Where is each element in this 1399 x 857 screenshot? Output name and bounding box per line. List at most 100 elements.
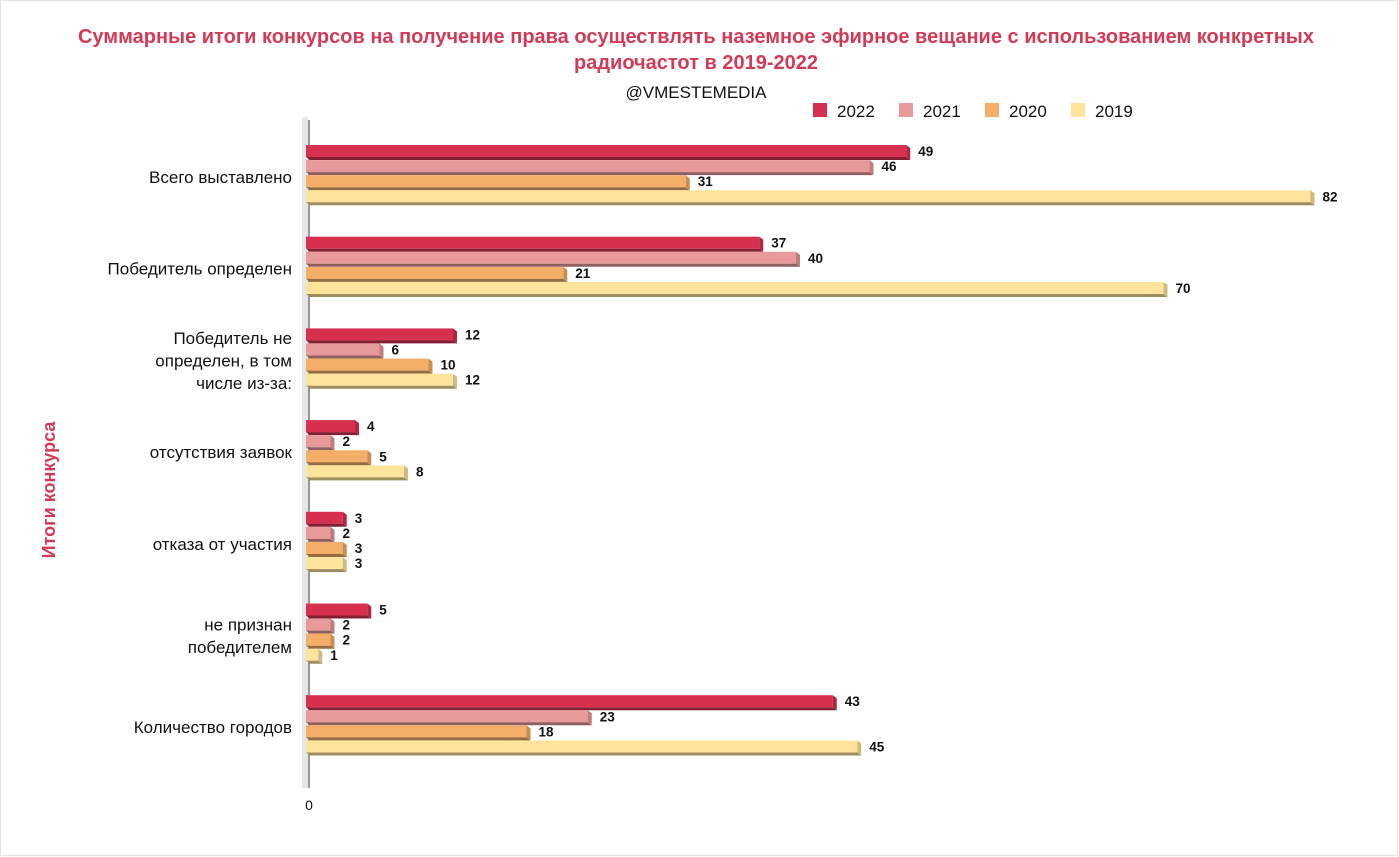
bar-2021-6 [306,710,592,726]
bar-face [306,160,870,173]
bar-face [306,282,1164,294]
legend: 2022 2021 2020 2019 [813,102,1133,121]
value-label: 10 [441,358,456,373]
bar-side [869,160,874,176]
legend-label: 2022 [837,102,875,121]
value-label: 40 [808,251,823,266]
value-label: 3 [355,511,363,526]
legend-item-2021: 2021 [899,102,961,121]
bar-bottom [306,569,347,573]
value-label: 2 [343,434,351,449]
bars: 4946318237402170126101242583233522143231… [306,144,1338,756]
legend-swatch [985,103,999,117]
chart-subtitle: @VMESTEMEDIA [625,83,767,102]
legend-label: 2019 [1095,102,1133,121]
bar-side [857,740,862,756]
value-label: 12 [465,373,480,388]
bar-face [306,420,355,433]
value-label: 46 [882,159,898,174]
bar-side [453,373,457,389]
chart-title: Суммарные итоги конкурсов на получение п… [77,26,1315,74]
value-label: 5 [379,449,387,464]
value-label: 5 [379,603,387,618]
bar-side [367,603,372,619]
bar-2022-1 [306,236,764,252]
bar-side [318,648,323,664]
value-label: 12 [465,327,480,342]
bar-bottom [306,202,1315,206]
category-label: отсутствия заявок [150,443,293,462]
bar-2020-1 [306,266,568,282]
bar-bottom [306,538,335,542]
value-label: 82 [1323,189,1338,204]
bar-side [563,266,568,282]
value-label: 2 [343,633,351,648]
value-label: 31 [698,174,714,189]
bar-2022-0 [306,145,911,160]
bar-bottom [306,660,323,664]
bar-face [306,251,796,264]
bar-face [306,725,527,738]
bar-face [306,190,1311,203]
value-label: 37 [771,236,786,251]
category-label: Победитель не [173,329,292,348]
value-label: 43 [845,694,861,709]
value-label: 1 [330,648,338,663]
bar-face [306,511,343,524]
bar-bottom [306,172,874,176]
category-label: отказа от участия [153,535,292,554]
category-label: Количество городов [134,718,292,737]
bar-face [306,542,343,554]
bar-2021-3 [306,435,335,451]
bar-bottom [306,722,592,726]
bar-2019-2 [306,373,457,389]
bar-face [306,465,404,478]
bar-bottom [306,447,335,451]
bar-face [306,740,858,753]
bar-face [306,526,331,539]
bar-side [587,710,592,726]
bar-face [306,633,331,646]
bar-side [526,725,531,741]
bar-2019-5 [306,648,323,664]
bar-bottom [306,294,1168,297]
bar-side [1310,190,1315,206]
bar-2021-2 [306,343,384,359]
bar-bottom [306,278,568,282]
value-label: 4 [367,419,375,434]
value-label: 8 [416,464,424,479]
bar-bottom [306,340,457,344]
bar-side [367,450,372,466]
category-label: Всего выставлено [149,168,292,187]
plot-background [302,117,308,788]
bar-face [306,266,564,279]
bar-side [906,145,911,160]
value-label: 21 [575,266,591,281]
bar-side [342,542,347,557]
bar-2019-1 [306,282,1168,297]
category-label: победителем [188,638,292,657]
bar-2019-3 [306,465,408,481]
bar-bottom [306,462,372,466]
legend-label: 2021 [923,102,961,121]
bar-2022-5 [306,603,372,619]
category-label: числе из-за: [196,374,292,393]
legend-swatch [813,103,827,117]
bar-side [342,557,347,573]
bar-face [306,695,833,708]
bar-2020-0 [306,175,690,191]
bar-side [355,420,359,436]
bar-2021-4 [306,526,335,542]
value-label: 18 [539,724,555,739]
bar-side [330,435,335,451]
bar-bottom [306,630,335,634]
bar-face [306,373,453,386]
bar-bottom [306,385,457,389]
bar-2019-4 [306,557,347,573]
bar-face [306,358,429,371]
bar-bottom [306,370,433,374]
value-label: 49 [918,144,933,159]
bar-face [306,557,343,570]
